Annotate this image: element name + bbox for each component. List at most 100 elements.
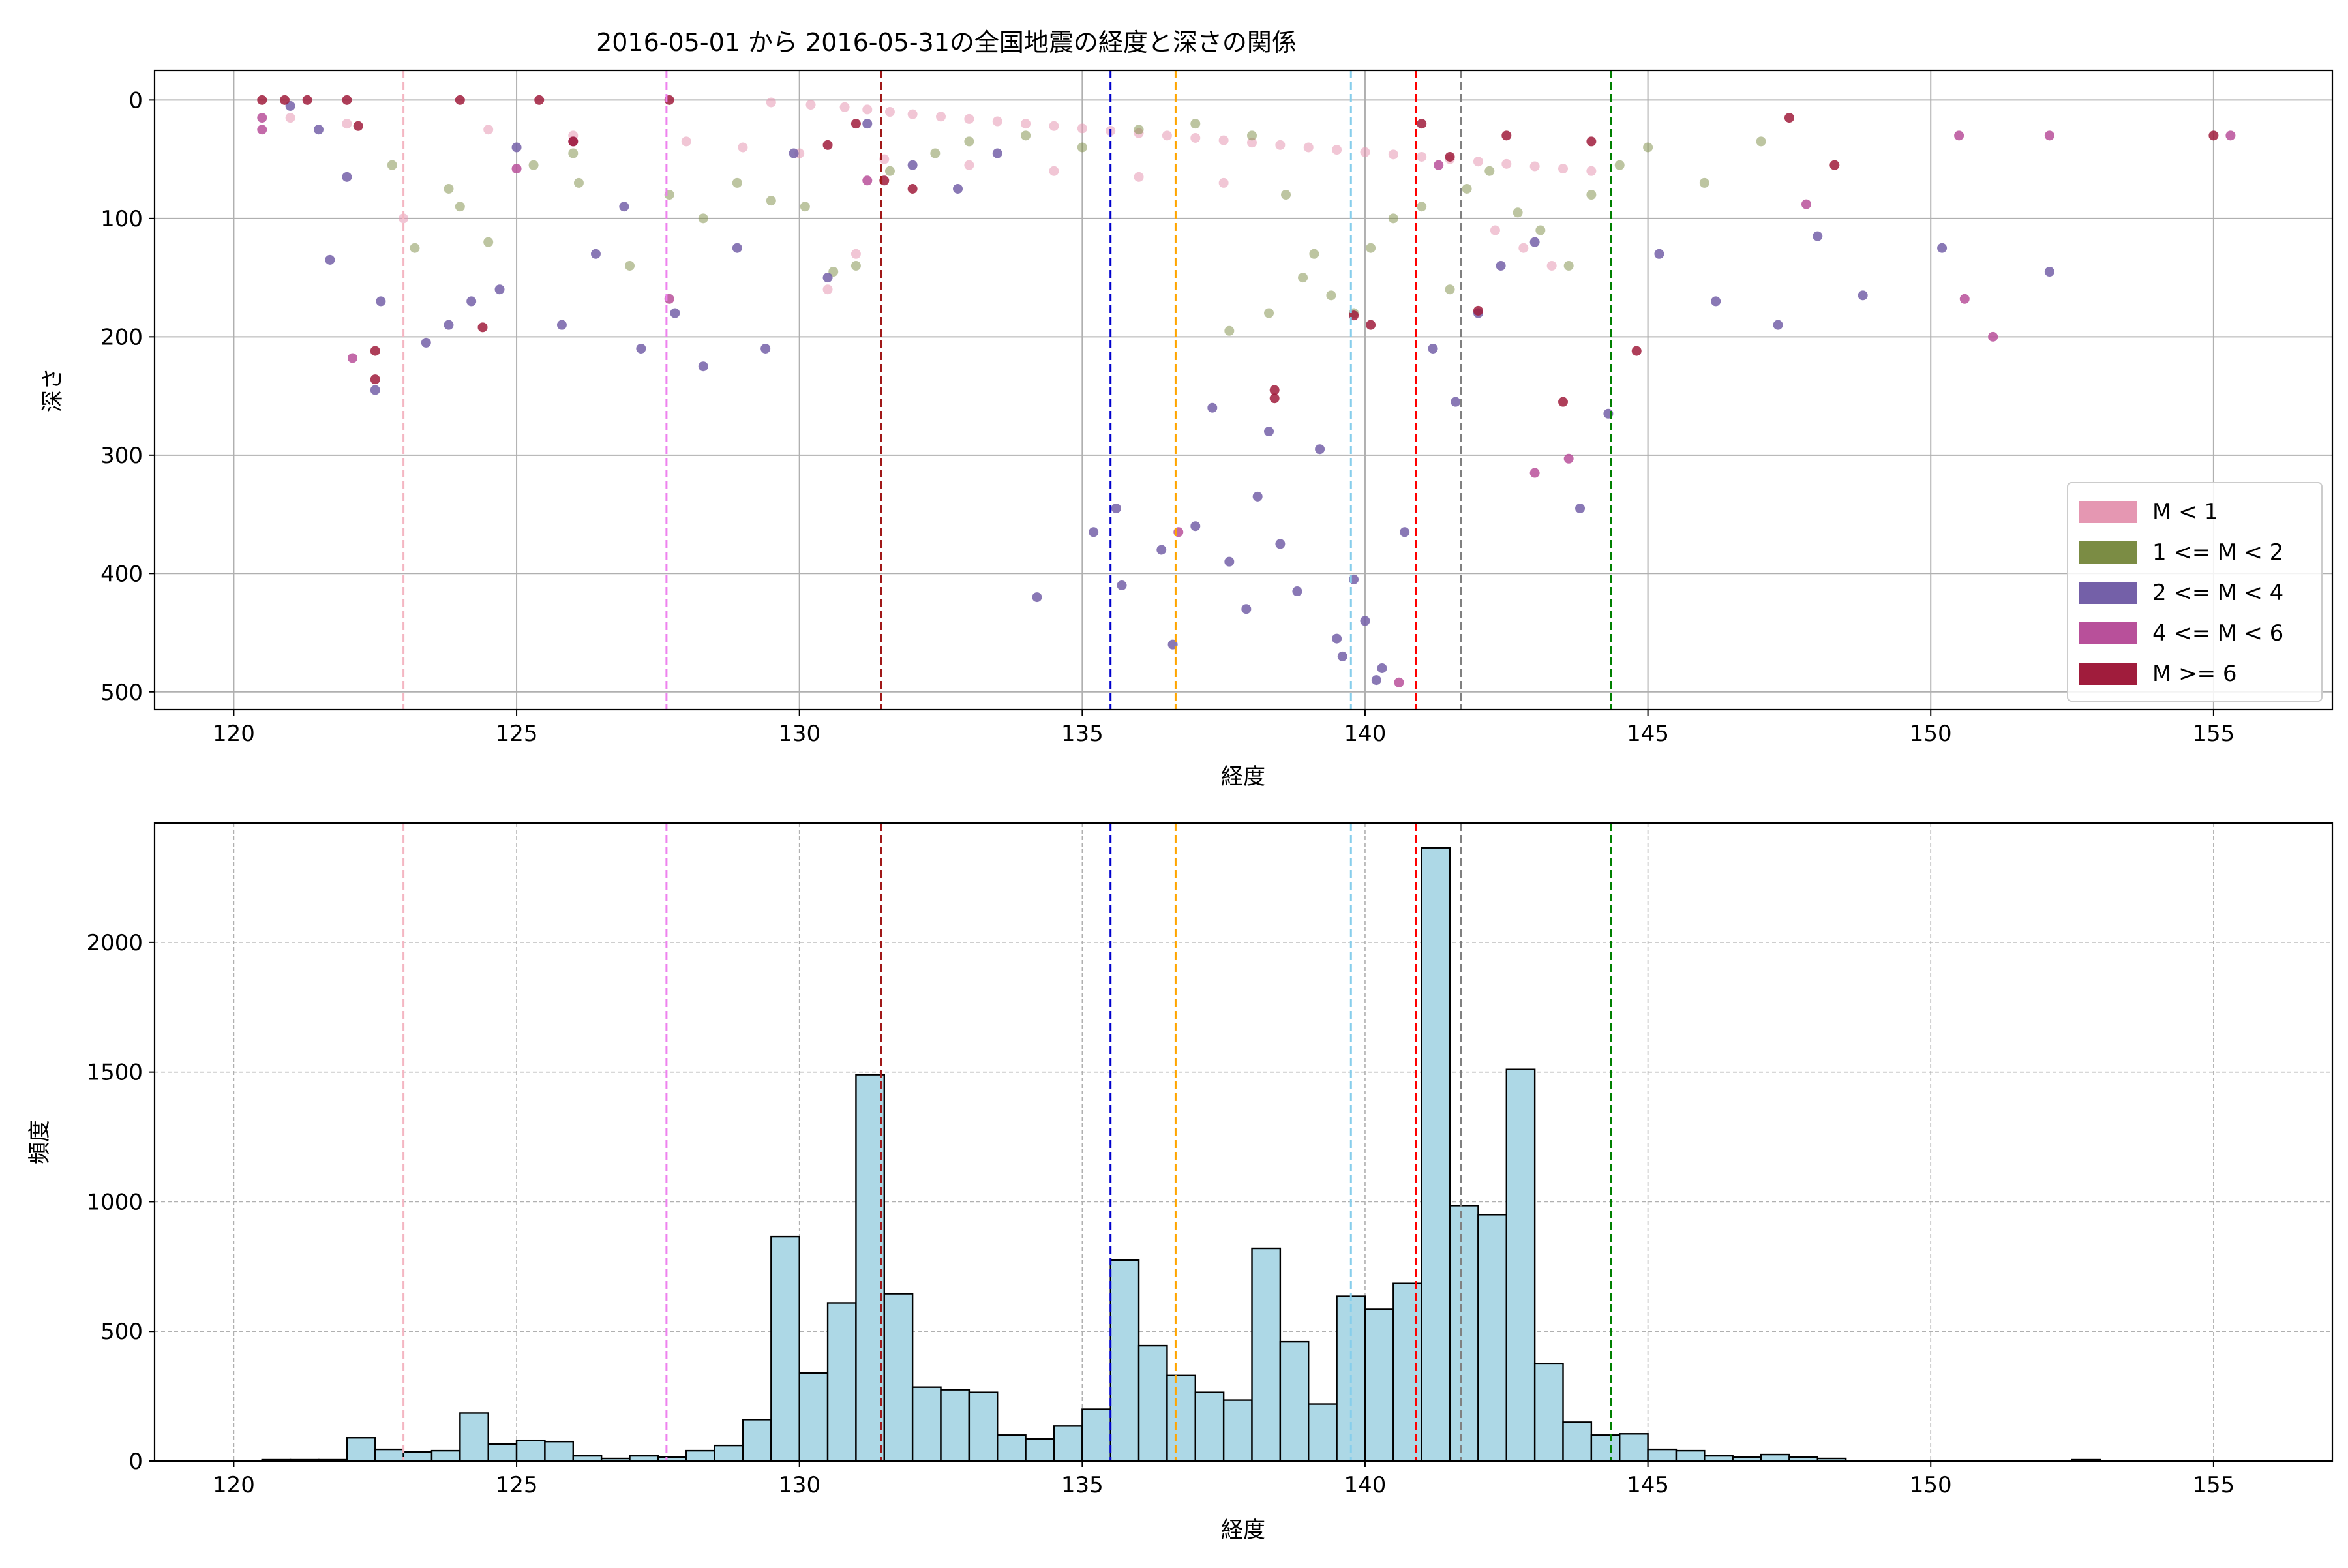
- scatter-y-tick-label: 400: [100, 561, 143, 587]
- histogram-bar: [1222, 1399, 1253, 1462]
- scatter-panel: 120 125 130 135 140 145 150 155 0 100 200 300 400 500…: [40, 69, 2334, 790]
- scatter-point: [1021, 130, 1031, 141]
- histogram-x-tick-label: 130: [778, 1472, 820, 1498]
- scatter-point: [1337, 651, 1347, 661]
- scatter-point: [1434, 160, 1444, 170]
- scatter-point: [1484, 166, 1495, 176]
- scatter-point: [1394, 677, 1404, 687]
- scatter-point: [1462, 183, 1472, 194]
- scatter-point: [1264, 427, 1274, 437]
- scatter-point: [1400, 527, 1410, 537]
- scatter-point: [732, 243, 742, 253]
- scatter-x-tick-label: 120: [213, 721, 255, 747]
- chart-title: 2016-05-01 から 2016-05-31の全国地震の経度と深さの関係: [596, 28, 1297, 57]
- scatter-point: [1021, 119, 1031, 129]
- scatter-point: [862, 175, 873, 186]
- scatter-point: [1959, 294, 1970, 304]
- scatter-point: [1586, 166, 1597, 176]
- scatter-point: [822, 140, 833, 150]
- scatter-point: [421, 337, 431, 348]
- scatter-point: [257, 95, 267, 105]
- scatter-point: [1586, 136, 1597, 147]
- legend-label: 1 <= M < 2: [2152, 539, 2283, 565]
- scatter-point: [907, 109, 918, 119]
- histogram-bar: [629, 1455, 659, 1462]
- scatter-point: [822, 273, 833, 283]
- histogram-x-axis-label: 経度: [1221, 1517, 1265, 1543]
- histogram-bar: [1109, 1259, 1140, 1462]
- legend-label: M < 1: [2152, 499, 2218, 525]
- scatter-y-axis-label: 深さ: [40, 368, 66, 412]
- scatter-point: [444, 320, 454, 330]
- scatter-point: [766, 97, 776, 108]
- scatter-point: [670, 308, 680, 318]
- histogram-bar: [1251, 1247, 1282, 1462]
- scatter-point: [1218, 177, 1229, 188]
- scatter-point: [1049, 166, 1059, 176]
- histogram-bar: [1477, 1214, 1507, 1462]
- histogram-bar: [685, 1449, 715, 1462]
- scatter-point: [1451, 397, 1461, 407]
- legend-swatch: [2079, 582, 2137, 604]
- scatter-point: [511, 164, 522, 174]
- scatter-point: [314, 125, 324, 135]
- histogram-y-axis-label: 頻度: [27, 1120, 53, 1164]
- scatter-point: [590, 249, 601, 259]
- scatter-point: [376, 296, 386, 307]
- scatter-y-tick-label: 0: [128, 87, 143, 113]
- legend-label: M >= 6: [2152, 661, 2237, 687]
- scatter-point: [1858, 290, 1868, 301]
- scatter-point: [483, 237, 494, 247]
- scatter-point: [2208, 130, 2219, 141]
- histogram-bar: [1025, 1438, 1055, 1462]
- scatter-point: [738, 142, 748, 153]
- scatter-y-tick-label: 200: [100, 324, 143, 350]
- scatter-point: [964, 160, 974, 170]
- scatter-y-tick-label: 100: [100, 206, 143, 232]
- scatter-point: [862, 119, 873, 129]
- scatter-point: [1445, 284, 1455, 295]
- scatter-point: [760, 343, 771, 354]
- histogram-bar: [1279, 1340, 1310, 1462]
- scatter-point: [573, 177, 584, 188]
- scatter-point: [1371, 675, 1381, 686]
- scatter-point: [1614, 160, 1625, 170]
- scatter-point: [302, 95, 312, 105]
- scatter-point: [353, 121, 363, 131]
- scatter-x-tick-label: 150: [1910, 721, 1952, 747]
- scatter-x-tick-label: 135: [1061, 721, 1104, 747]
- scatter-point: [1377, 663, 1387, 673]
- scatter-point: [1366, 243, 1376, 253]
- histogram-bar: [997, 1434, 1027, 1462]
- histogram-bar: [544, 1440, 574, 1462]
- scatter-point: [1654, 249, 1664, 259]
- histogram-bar: [515, 1439, 546, 1462]
- scatter-point: [698, 361, 708, 372]
- scatter-x-tick-label: 145: [1627, 721, 1669, 747]
- scatter-point: [1417, 202, 1427, 212]
- scatter-point: [1269, 393, 1280, 404]
- scatter-point: [370, 374, 380, 385]
- scatter-point: [1303, 142, 1314, 153]
- scatter-point: [1275, 539, 1286, 549]
- scatter-point: [698, 213, 708, 224]
- scatter-point: [850, 260, 861, 271]
- scatter-point: [1501, 130, 1512, 141]
- scatter-point: [2044, 130, 2054, 141]
- scatter-point: [1417, 119, 1427, 129]
- legend-label: 4 <= M < 6: [2152, 620, 2283, 646]
- scatter-point: [850, 249, 861, 259]
- histogram-bar: [1449, 1205, 1479, 1462]
- legend-box: [2067, 482, 2323, 702]
- scatter-point: [528, 160, 539, 170]
- scatter-point: [681, 136, 691, 147]
- scatter-point: [1417, 151, 1427, 162]
- histogram-bar: [402, 1451, 433, 1462]
- scatter-point: [370, 385, 380, 395]
- scatter-point: [342, 172, 352, 182]
- scatter-x-tick-label: 140: [1344, 721, 1387, 747]
- scatter-point: [387, 160, 397, 170]
